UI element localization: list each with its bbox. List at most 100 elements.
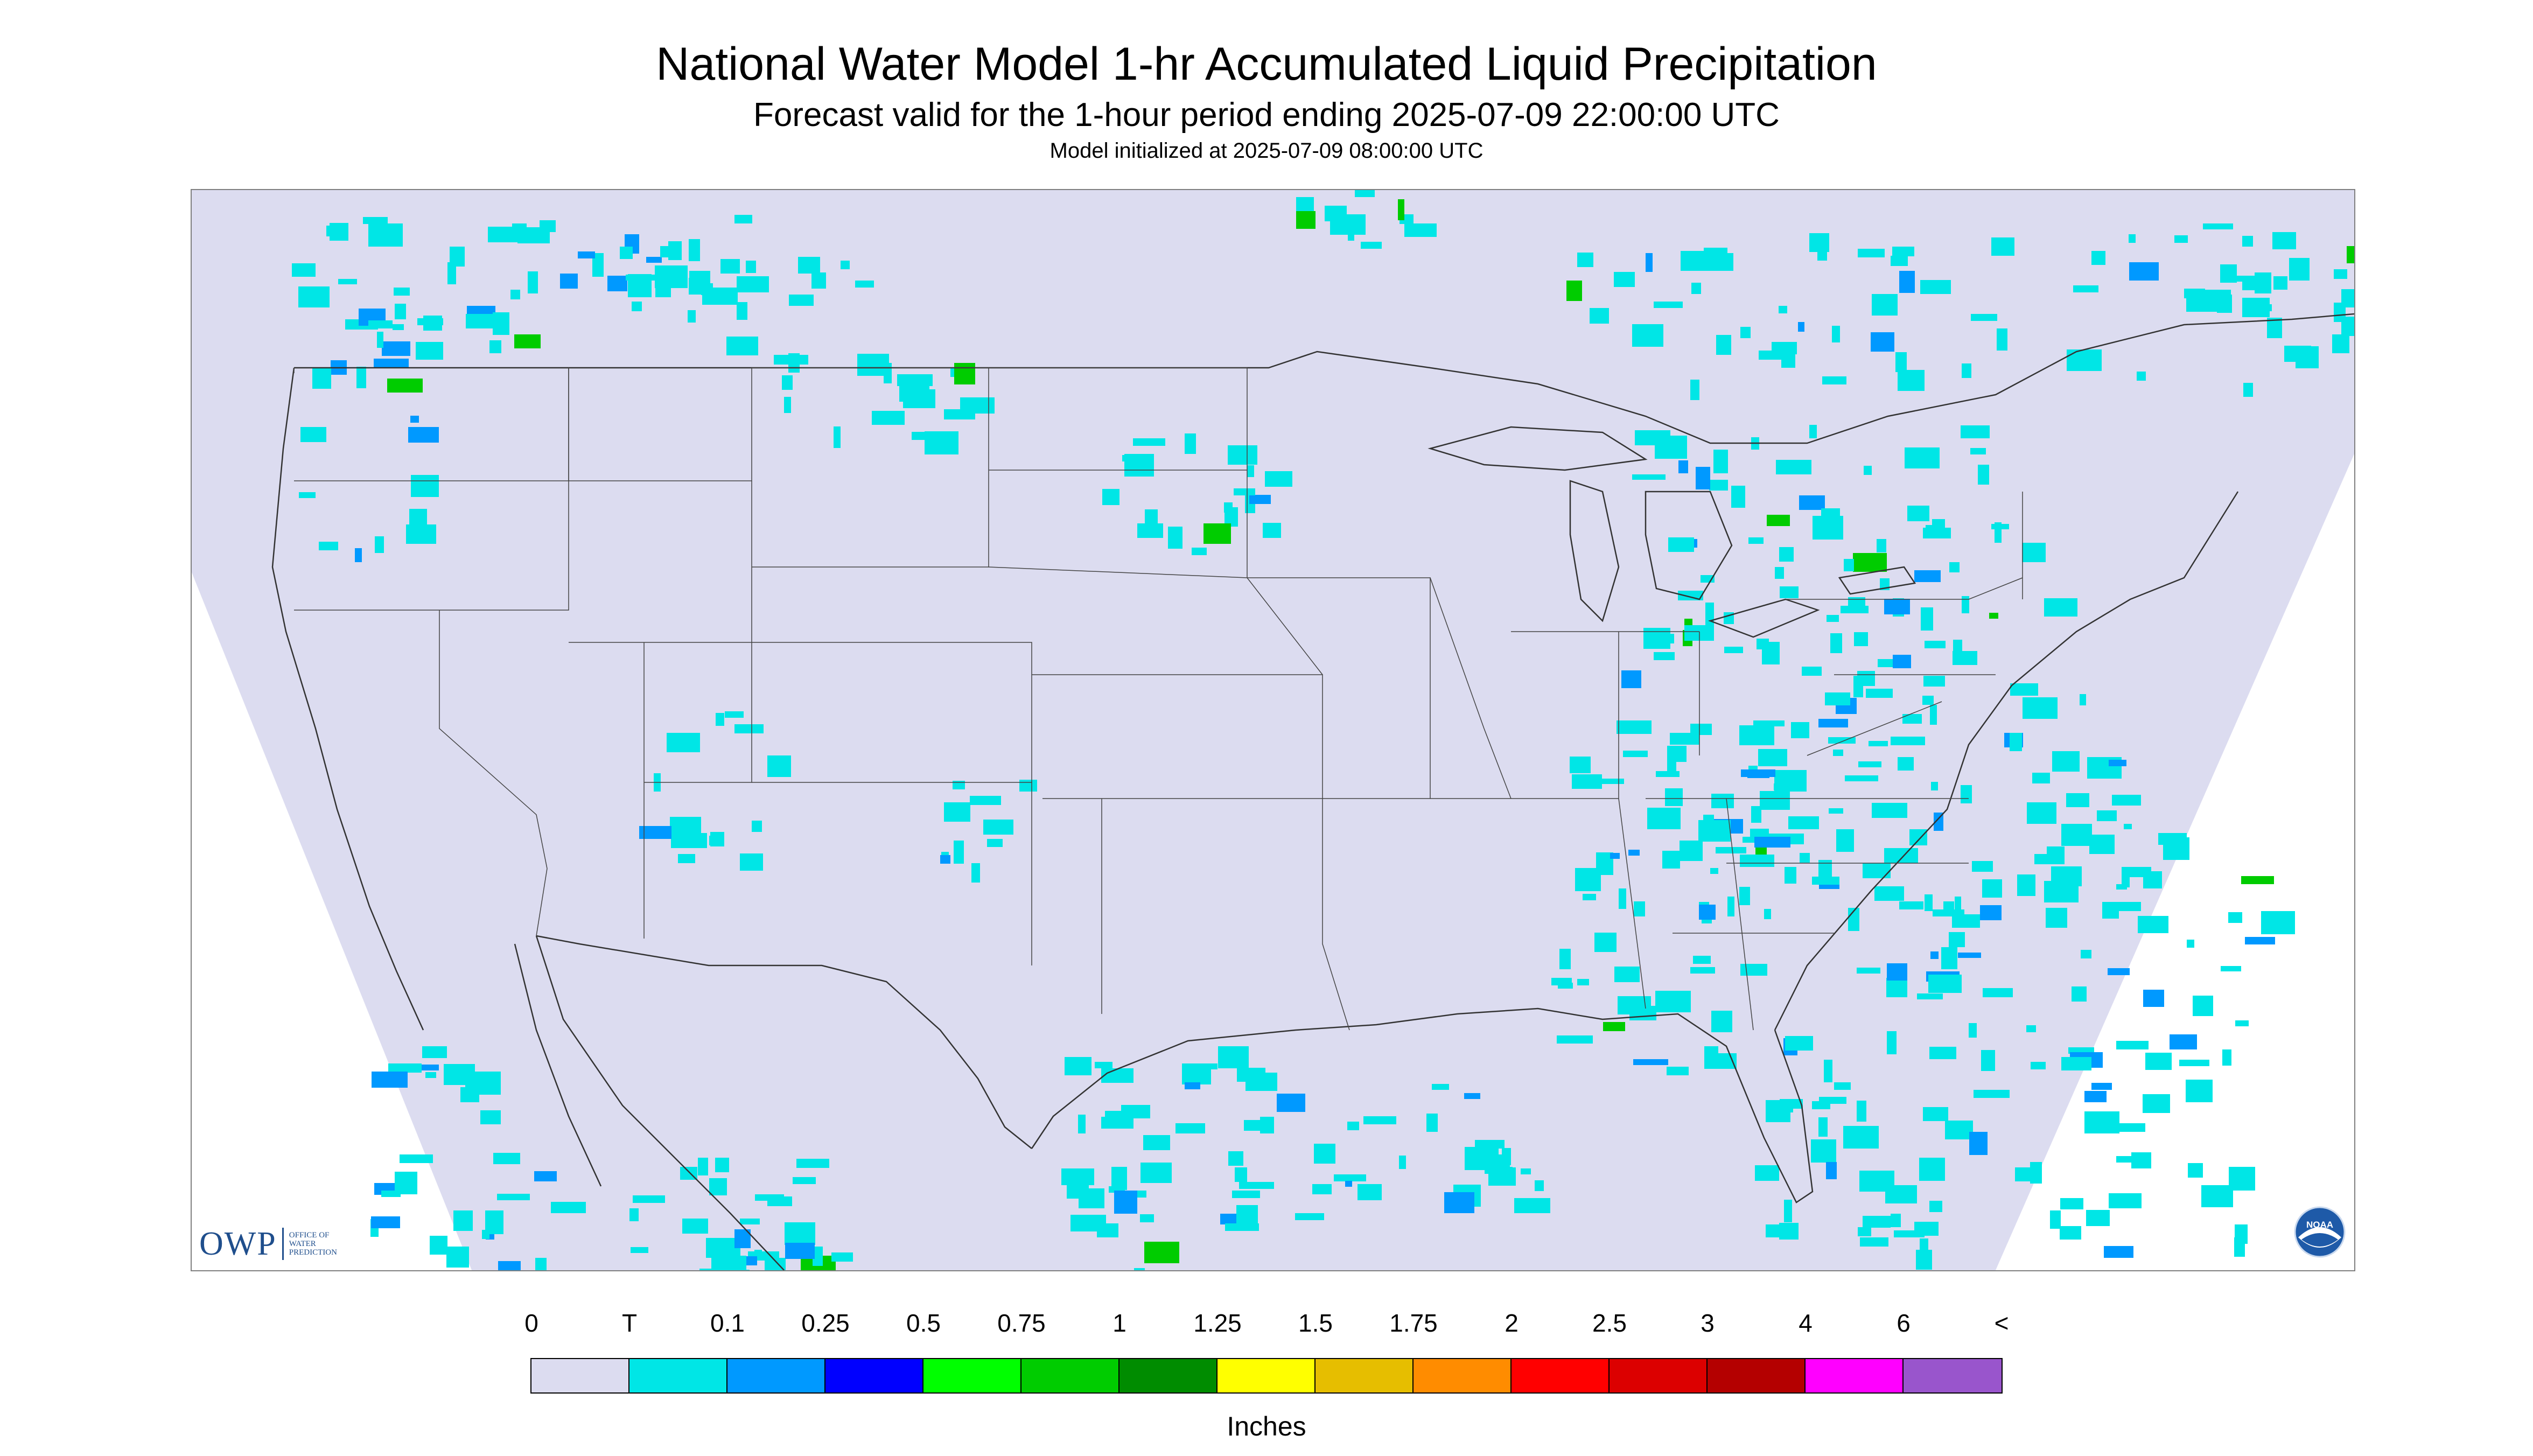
precip-cell [1764, 909, 1771, 919]
precip-cell [394, 288, 410, 296]
precip-cell [940, 855, 950, 864]
precip-cell [1921, 607, 1933, 631]
precip-cell [1898, 757, 1914, 771]
precip-cell [2138, 916, 2168, 933]
lake-erie [1708, 598, 1820, 638]
precip-cell [1632, 474, 1666, 480]
precip-cell [1923, 676, 1945, 687]
precip-cell [1102, 489, 1119, 505]
precip-cell [1843, 1126, 1879, 1149]
precip-cell [2137, 372, 2146, 381]
precip-cell [406, 524, 436, 544]
precip-cell [1949, 932, 1965, 947]
precip-cell [1101, 1068, 1133, 1083]
precip-cell [734, 215, 752, 223]
precip-cell [1928, 975, 1962, 993]
precip-cell [382, 341, 410, 356]
precip-cell [1646, 253, 1653, 272]
precip-cell [1727, 897, 1734, 916]
precip-cell [1521, 1168, 1531, 1174]
legend-swatch [531, 1359, 629, 1392]
precip-cell [2174, 235, 2188, 243]
precip-cell [1314, 1144, 1335, 1164]
precip-cell [1061, 1168, 1094, 1185]
us-canada-border [294, 313, 2354, 444]
precip-cell [1603, 1022, 1625, 1031]
precip-cell [1647, 808, 1681, 829]
precip-cell [1614, 272, 1635, 287]
precip-cell [1678, 460, 1688, 473]
precip-cell [655, 265, 688, 288]
precip-cell [1788, 816, 1819, 829]
precip-cell [2091, 251, 2105, 265]
precip-cell [2220, 264, 2237, 283]
precip-cell [725, 711, 744, 718]
precip-cell [796, 1159, 829, 1168]
precip-cell [841, 261, 850, 269]
precip-cell [1557, 1035, 1593, 1044]
precip-cell [1922, 696, 1934, 705]
precip-cell [1739, 725, 1774, 745]
precip-cell [813, 1247, 823, 1266]
precip-cell [319, 542, 338, 550]
legend-label: 4 [1799, 1309, 1813, 1337]
precip-cell [1818, 719, 1848, 727]
precip-cell [422, 1046, 447, 1058]
precip-cell [709, 1178, 727, 1195]
precip-cell [1930, 705, 1937, 725]
precip-cell [1748, 537, 1764, 544]
precip-cell [2122, 873, 2130, 887]
precip-cell [1909, 829, 1927, 845]
precip-cell [493, 1153, 520, 1164]
precip-cell [388, 1063, 422, 1073]
precip-cell [299, 492, 316, 498]
precip-cell [1854, 632, 1868, 646]
precip-cell [633, 1195, 665, 1203]
precip-cell [1583, 894, 1596, 900]
precip-cell [632, 302, 642, 311]
precip-cell [2089, 835, 2115, 854]
precip-cell [798, 257, 820, 274]
legend-swatch [825, 1359, 923, 1392]
precip-cell [1704, 1053, 1737, 1069]
precip-cell [446, 1247, 469, 1268]
precip-cell [2261, 911, 2295, 934]
precip-cell [2186, 1080, 2213, 1102]
precip-cell [1978, 465, 1989, 485]
precip-cell [1739, 887, 1750, 905]
precip-cell [1577, 253, 1593, 267]
precip-cell [1137, 523, 1163, 538]
precip-cell [1961, 425, 1990, 438]
precip-cell [740, 853, 763, 871]
legend-swatch [1806, 1359, 1904, 1392]
precip-cell [1845, 775, 1878, 781]
precip-cell [1361, 242, 1382, 249]
precip-cell [689, 239, 700, 261]
precip-cell [1905, 447, 1940, 468]
owp-mark: OWP [199, 1225, 277, 1262]
precip-cell [1766, 1224, 1789, 1237]
precip-cell [1632, 324, 1663, 347]
precip-cell [2060, 1198, 2083, 1209]
precip-cell [2201, 1185, 2233, 1207]
precip-cell [1617, 720, 1652, 734]
precip-cell [782, 375, 793, 390]
precip-cell [1772, 342, 1797, 354]
precip-cell [1680, 841, 1703, 861]
precip-cell [912, 432, 925, 440]
precip-cell [1228, 445, 1257, 465]
precip-cell [1105, 1111, 1133, 1126]
precip-cell [1834, 1082, 1851, 1090]
precip-cell [2243, 383, 2253, 397]
precip-cell [1863, 1216, 1891, 1228]
precip-cell [2116, 1156, 2146, 1163]
precip-cell [1065, 1057, 1091, 1075]
precip-cell [300, 427, 326, 442]
precip-cell [1974, 1090, 2010, 1098]
precip-cell [1969, 1132, 1988, 1155]
precip-cell [2284, 346, 2311, 362]
precip-cell [1312, 1184, 1332, 1194]
precip-cell [372, 1072, 408, 1088]
legend-label: 0.75 [997, 1309, 1046, 1337]
precip-cell [2116, 884, 2127, 890]
